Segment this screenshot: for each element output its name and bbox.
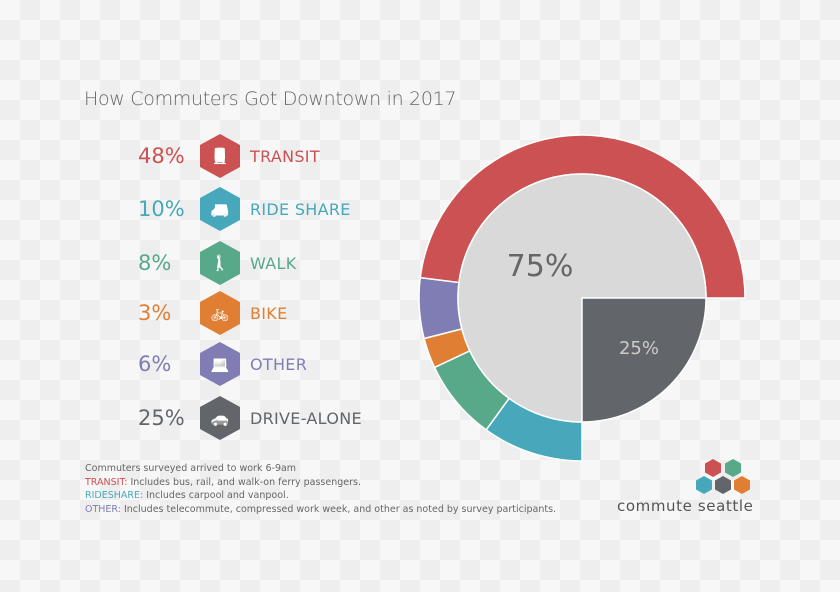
note-survey: Commuters surveyed arrived to work 6-9am — [85, 463, 297, 474]
legend-percent: 8% — [138, 251, 172, 275]
legend-label: BIKE — [250, 303, 288, 323]
laptop-icon: 💻 — [200, 342, 240, 386]
note-rideshare-key: RIDESHARE: — [85, 490, 144, 501]
pie-slice-25 — [581, 297, 707, 423]
legend-label: DRIVE-ALONE — [250, 408, 362, 428]
note-transit-key: TRANSIT: — [85, 476, 128, 488]
chart-title: How Commuters Got Downtown in 2017 — [84, 88, 457, 110]
logo-hex-icon — [734, 476, 750, 494]
pie-label-75: 75% — [507, 249, 574, 284]
legend-percent: 6% — [138, 352, 172, 376]
note-transit-text: Includes bus, rail, and walk-on ferry pa… — [127, 476, 362, 488]
legend-row-other: 6% 💻 OTHER — [138, 342, 307, 386]
legend-row-transit: 48% 🚆 TRANSIT — [138, 134, 320, 178]
note-other-key: OTHER: — [85, 503, 121, 515]
legend-label: TRANSIT — [250, 146, 320, 166]
pie-label-25: 25% — [619, 338, 659, 359]
legend-row-drive-alone: 25% 🚗 DRIVE-ALONE — [138, 396, 362, 440]
legend-label: RIDE SHARE — [250, 199, 351, 219]
car-icon: 🚗 — [200, 396, 240, 440]
legend-label: WALK — [250, 253, 297, 273]
note-other: OTHER: Includes telecommute, compressed … — [85, 503, 556, 517]
logo-text: commute seattle — [617, 497, 754, 515]
note-other-text: Includes telecommute, compressed work we… — [120, 503, 557, 515]
footnotes: Commuters surveyed arrived to work 6-9am… — [85, 462, 556, 516]
legend-row-ride-share: 10% 🚐 RIDE SHARE — [138, 187, 351, 231]
note-rideshare-text: Includes carpool and vanpool. — [143, 490, 289, 501]
bike-icon: 🚲 — [200, 291, 240, 335]
logo-hex-icon — [696, 476, 712, 494]
legend-percent: 10% — [138, 197, 185, 221]
logo-hex-icon — [725, 459, 741, 477]
note-transit: TRANSIT: Includes bus, rail, and walk-on… — [85, 476, 556, 490]
logo-hex-icon — [705, 459, 721, 477]
ring-segment-other — [418, 276, 463, 340]
legend-row-bike: 3% 🚲 BIKE — [138, 291, 288, 335]
note-rideshare: RIDESHARE: Includes carpool and vanpool. — [85, 489, 556, 503]
logo-hex-icon — [715, 476, 731, 494]
legend-row-walk: 8% 🚶 WALK — [138, 241, 297, 285]
legend-percent: 48% — [138, 144, 185, 168]
legend-percent: 3% — [138, 301, 172, 325]
legend-percent: 25% — [138, 406, 185, 430]
legend-label: OTHER — [250, 354, 308, 374]
